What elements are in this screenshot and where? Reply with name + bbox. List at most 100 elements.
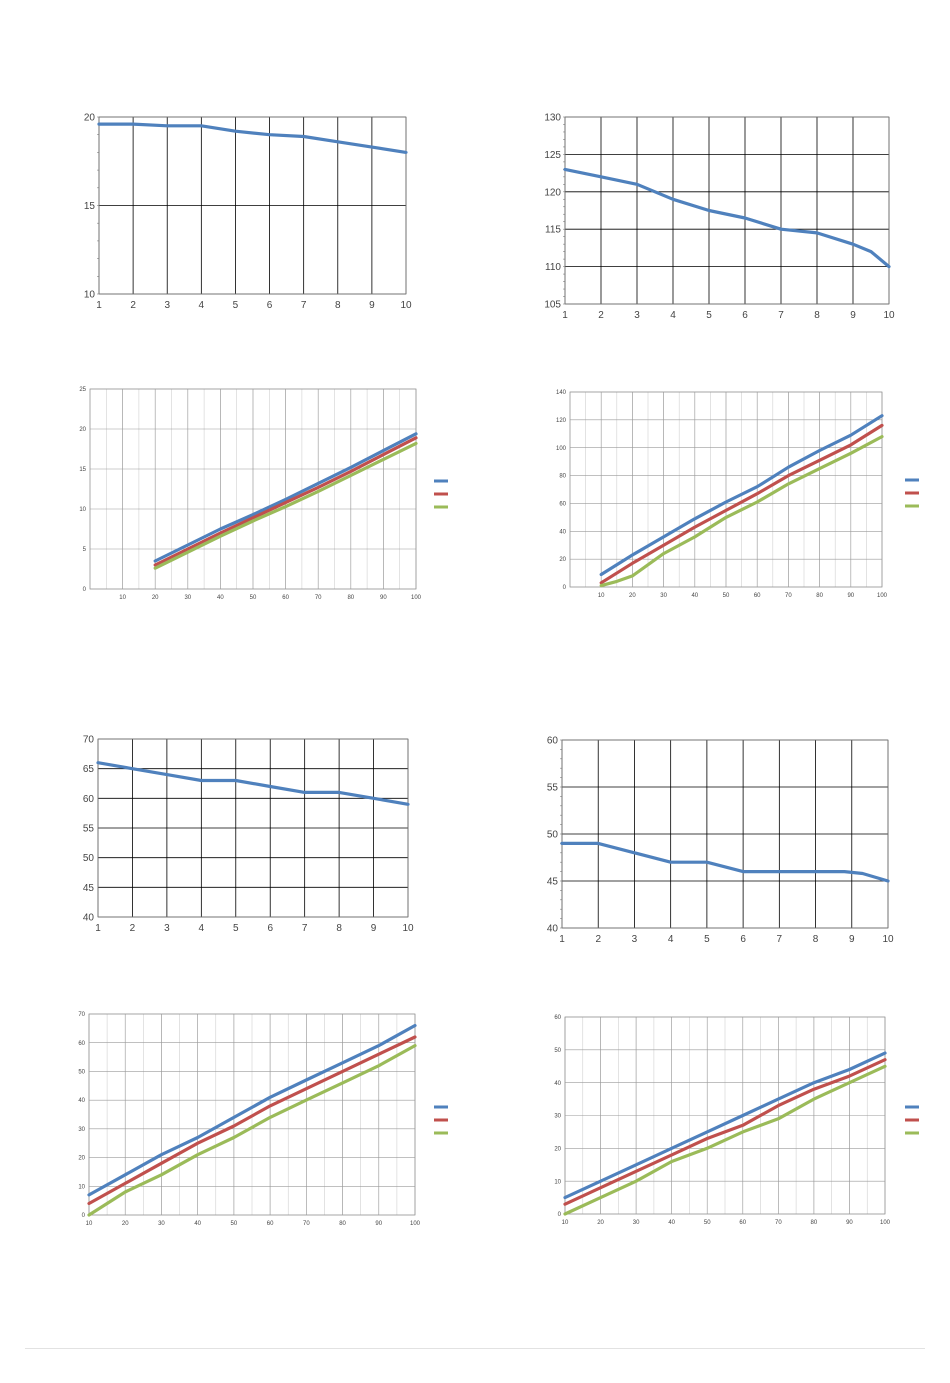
x-tick-label: 50 [250,595,257,601]
y-tick-label: 15 [79,467,86,473]
series-line-3 [599,435,884,588]
series-line-1 [563,167,891,269]
y-tick-label: 0 [558,1212,562,1218]
y-tick-label: 0 [563,585,567,591]
x-tick-label: 80 [339,1221,346,1227]
x-tick-label: 90 [380,595,387,601]
series-line-2 [153,436,418,567]
plot-area [89,388,417,590]
x-tick-label: 8 [814,310,820,321]
x-tick-label: 1 [96,300,102,311]
x-tick-label: 1 [95,923,101,934]
x-tick-label: 10 [598,593,605,599]
x-tick-label: 9 [371,923,377,934]
x-tick-label: 2 [130,923,136,934]
x-tick-label: 9 [849,934,855,945]
x-tick-label: 30 [158,1221,165,1227]
x-tick-label: 4 [670,310,676,321]
x-tick-label: 20 [122,1221,129,1227]
x-tick-label: 100 [877,593,888,599]
y-tick-label: 45 [547,877,559,888]
plot-area [564,1016,886,1215]
chart-4: 0 20 40 60 80 100 120 140 10 20 30 40 50 60 70 80 90 100 [556,390,919,599]
x-tick-label: 7 [778,310,784,321]
x-tick-label: 9 [850,310,856,321]
y-tick-label: 40 [554,1081,561,1087]
y-tick-label: 70 [78,1012,85,1018]
y-tick-label: 15 [84,201,96,212]
y-tick-label: 25 [79,387,86,393]
chart-4-plot: 0 20 40 60 80 100 120 140 10 20 30 40 50 60 70 80 90 100 [556,390,919,599]
plot-area [564,116,890,305]
x-tick-label: 50 [723,593,730,599]
y-tick-label: 60 [547,736,559,747]
x-tick-label: 10 [119,595,126,601]
x-tick-label: 60 [282,595,289,601]
x-tick-label: 9 [369,300,375,311]
y-tick-label: 0 [83,587,87,593]
y-tick-label: 40 [547,924,559,935]
y-tick-label: 120 [544,187,561,198]
x-tick-label: 10 [882,934,894,945]
x-tick-label: 3 [164,923,170,934]
x-tick-label: 8 [813,934,819,945]
x-tick-label: 20 [629,593,636,599]
series-line-1 [563,1051,887,1200]
x-tick-label: 5 [233,300,239,311]
series-line-3 [563,1064,887,1216]
y-tick-label: 10 [78,1184,85,1190]
plot-area [98,116,407,295]
x-tick-label: 50 [704,1220,711,1226]
y-tick-label: 40 [78,1098,85,1104]
x-tick-label: 8 [336,923,342,934]
y-tick-label: 140 [556,390,567,396]
x-tick-label: 5 [704,934,710,945]
x-tick-label: 8 [335,300,341,311]
y-tick-label: 105 [544,300,561,311]
y-tick-label: 0 [82,1213,86,1219]
x-tick-label: 10 [86,1221,93,1227]
x-tick-label: 90 [846,1220,853,1226]
x-tick-label: 4 [199,923,205,934]
x-tick-label: 4 [668,934,674,945]
plot-area [561,739,889,929]
x-tick-label: 6 [742,310,748,321]
plot-area [569,391,883,588]
series-line-2 [563,1058,887,1206]
y-tick-label: 20 [554,1146,561,1152]
x-tick-label: 20 [597,1220,604,1226]
x-tick-label: 10 [400,300,412,311]
x-tick-label: 30 [184,595,191,601]
y-tick-label: 60 [83,794,95,805]
y-tick-label: 50 [554,1048,561,1054]
y-tick-label: 50 [78,1070,85,1076]
x-tick-label: 30 [633,1220,640,1226]
chart-3: 0 5 10 15 20 25 10 20 30 40 50 60 70 80 90 100 [79,387,448,601]
series-line-1 [153,432,418,563]
x-tick-label: 70 [785,593,792,599]
x-tick-label: 100 [411,595,422,601]
y-tick-label: 65 [83,764,95,775]
x-tick-label: 40 [194,1221,201,1227]
chart-1-plot: 10 15 20 1 2 3 4 5 6 7 8 9 10 [84,113,412,312]
series-line-2 [87,1035,417,1206]
chart-1: 10 15 20 1 2 3 4 5 6 7 8 9 10 [84,113,412,312]
chart-3-plot: 0 5 10 15 20 25 10 20 30 40 50 60 70 80 90 100 [79,387,448,601]
y-tick-label: 70 [83,735,95,746]
x-tick-label: 2 [130,300,136,311]
x-tick-label: 40 [691,593,698,599]
y-tick-label: 20 [84,113,96,124]
x-tick-label: 60 [754,593,761,599]
series-line-3 [87,1044,417,1217]
x-tick-label: 40 [217,595,224,601]
x-tick-label: 40 [668,1220,675,1226]
y-tick-label: 10 [84,290,96,301]
x-tick-label: 10 [402,923,414,934]
x-tick-label: 80 [347,595,354,601]
series-line-3 [153,441,418,570]
y-tick-label: 80 [559,474,566,480]
